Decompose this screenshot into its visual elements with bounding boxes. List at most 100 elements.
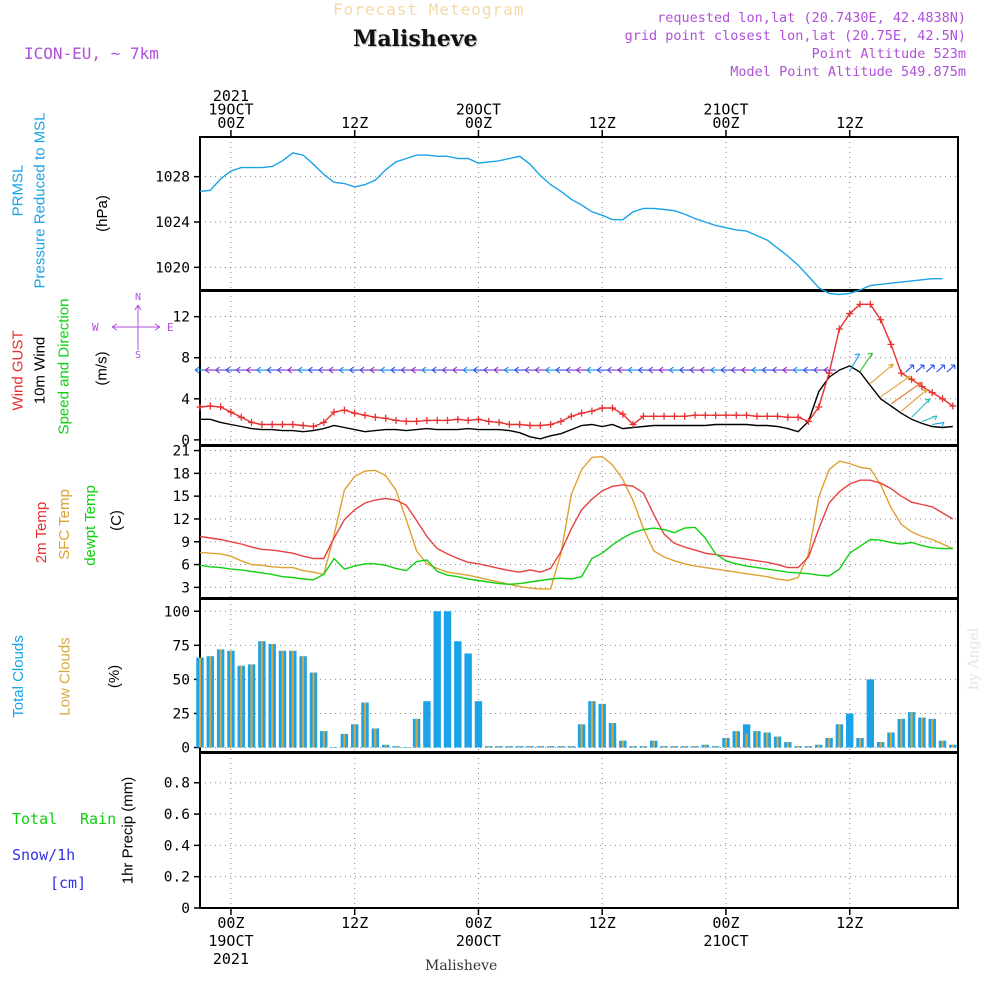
- low-cloud-bar: [910, 712, 913, 748]
- wind-direction-arrow: [339, 366, 352, 374]
- wind-direction-arrow: [534, 366, 548, 374]
- total-cloud-bar: [464, 653, 472, 748]
- panel-frame: [199, 136, 959, 291]
- wind-direction-arrow: [679, 366, 692, 374]
- gust-marker: [753, 412, 761, 420]
- time-label-bottom: 00Z: [217, 914, 244, 932]
- gust-marker: [650, 412, 658, 420]
- wind-direction-arrow: [431, 366, 445, 374]
- gust-marker: [227, 408, 235, 416]
- low-cloud-bar: [900, 718, 903, 748]
- gust-marker: [722, 411, 730, 419]
- y-tick-label: 0: [181, 741, 190, 757]
- gust-marker: [444, 416, 452, 424]
- gust-marker: [639, 412, 647, 420]
- low-cloud-bar: [797, 746, 800, 748]
- y-tick-label: 0.4: [164, 838, 190, 854]
- low-cloud-bar: [735, 731, 738, 748]
- low-cloud-bar: [549, 746, 552, 748]
- low-cloud-bar: [209, 656, 212, 748]
- time-label-bottom: 00Z: [465, 914, 492, 932]
- gust-marker: [804, 417, 812, 425]
- time-label-bottom: 12Z: [341, 914, 368, 932]
- time-label-top: 21OCT: [703, 101, 748, 119]
- y-tick-label: 6: [181, 558, 190, 574]
- wind-direction-arrow: [700, 366, 713, 374]
- wind-direction-arrow: [596, 366, 610, 374]
- gust-marker: [815, 403, 823, 411]
- time-label-bottom: 21OCT: [703, 932, 748, 950]
- time-label-top: 00Z: [217, 114, 244, 132]
- wind-direction-arrow: [400, 366, 414, 374]
- wind-direction-arrow: [782, 366, 795, 374]
- low-cloud-bar: [704, 744, 707, 748]
- wind-direction-arrow: [359, 366, 373, 374]
- y-tick-label: 8: [181, 351, 190, 367]
- wind-direction-arrow-strong: [932, 421, 945, 427]
- precip-rain-label: Rain: [80, 810, 117, 828]
- time-label-bottom: 20OCT: [456, 932, 501, 950]
- gust-marker: [299, 421, 307, 429]
- wind-direction-arrow: [720, 366, 733, 374]
- gust-marker: [557, 417, 565, 425]
- gust-marker: [732, 411, 740, 419]
- time-label-bottom: 12Z: [836, 914, 863, 932]
- wind-direction-arrow-strong: [890, 381, 923, 405]
- wind-direction-arrow: [328, 366, 342, 374]
- low-cloud-bar: [240, 665, 243, 748]
- time-label-top: 12Z: [589, 114, 616, 132]
- y-tick-label: 1020: [155, 260, 190, 276]
- wind-direction-arrow-strong: [880, 375, 911, 398]
- y-tick-label: 21: [173, 444, 190, 460]
- y-tick-label: 9: [181, 535, 190, 551]
- gust-marker: [784, 413, 792, 421]
- low-cloud-bar: [724, 737, 727, 748]
- wind-direction-arrow: [658, 366, 672, 374]
- low-cloud-bar: [508, 746, 511, 748]
- y-tick-label: 0.2: [164, 870, 190, 886]
- gust-marker: [217, 403, 225, 411]
- low-cloud-bar: [559, 746, 562, 748]
- wind-gust-series-line: [199, 303, 954, 428]
- wind-direction-arrow: [772, 366, 785, 374]
- wind-direction-arrow: [803, 366, 816, 374]
- y-tick-label: 75: [173, 638, 190, 654]
- wind-direction-arrow: [380, 366, 393, 374]
- wind-direction-arrow: [741, 366, 754, 374]
- wind-direction-arrow: [710, 366, 723, 374]
- low-cloud-bar: [879, 742, 882, 748]
- low-cloud-bar: [828, 737, 831, 748]
- wind-direction-arrow: [607, 366, 620, 374]
- y-tick-label: 50: [173, 672, 190, 688]
- wind-direction-arrow: [256, 366, 269, 374]
- footer-location: Malisheve: [425, 958, 498, 974]
- panel-frame: [199, 752, 959, 909]
- time-label-bottom: 19OCT: [208, 932, 253, 950]
- wind-direction-arrow: [514, 366, 527, 374]
- location-title: Malisheve: [353, 26, 478, 52]
- gust-marker: [464, 416, 472, 424]
- model-label: ICON-EU, ~ 7km: [24, 44, 159, 63]
- y-tick-label: 12: [173, 512, 190, 528]
- gust-marker: [835, 325, 843, 333]
- gust-marker: [361, 411, 369, 419]
- gust-marker: [939, 395, 947, 403]
- low-cloud-bar: [229, 650, 232, 748]
- wind-direction-arrow: [452, 366, 465, 374]
- low-cloud-bar: [776, 736, 779, 748]
- wind-direction-arrow: [483, 366, 496, 374]
- time-label-top: 20OCT: [456, 101, 501, 119]
- low-cloud-bar: [755, 731, 758, 748]
- gust-marker: [743, 411, 751, 419]
- y-tick-label: 15: [173, 489, 190, 505]
- wind-direction-arrow: [524, 366, 538, 374]
- gust-marker: [794, 413, 802, 421]
- gust-marker: [588, 407, 596, 415]
- low-cloud-bar: [652, 740, 655, 748]
- wind-direction-arrow-strong: [911, 398, 931, 418]
- gust-marker: [918, 382, 926, 390]
- low-cloud-bar: [384, 744, 387, 748]
- wind-direction-arrow: [318, 366, 331, 374]
- gust-marker: [289, 420, 297, 428]
- low-cloud-bar: [766, 732, 769, 748]
